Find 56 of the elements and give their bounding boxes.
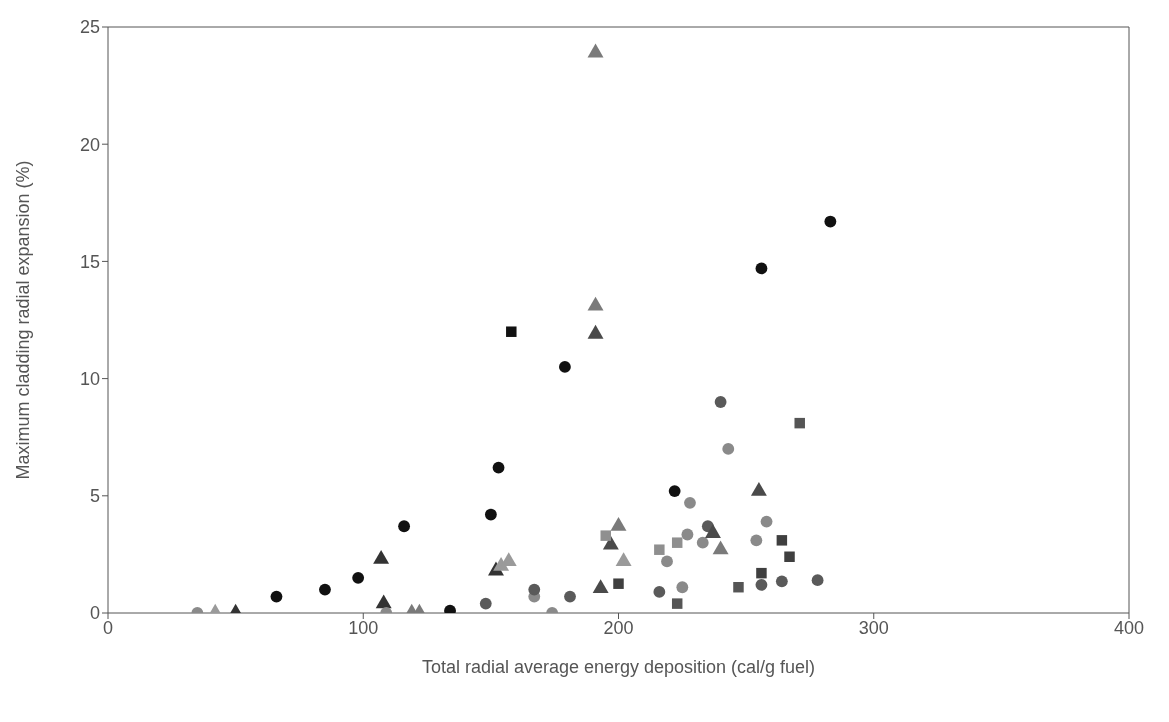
x-tick-label: 100 <box>348 617 379 638</box>
point <box>760 515 773 528</box>
point <box>484 508 497 521</box>
x-tick-label: 0 <box>102 617 114 638</box>
point <box>653 586 666 598</box>
y-tick-label: 20 <box>79 134 100 155</box>
point <box>714 396 727 408</box>
x-tick-label: 300 <box>858 617 889 638</box>
point <box>824 215 837 228</box>
point <box>600 530 611 541</box>
point <box>722 443 735 455</box>
point <box>492 461 505 474</box>
point <box>398 520 411 533</box>
x-tick-label: 400 <box>1113 617 1145 638</box>
point <box>506 326 517 337</box>
point <box>615 552 632 567</box>
point <box>352 571 365 584</box>
point <box>479 597 492 610</box>
point <box>661 555 673 568</box>
point <box>811 574 824 587</box>
point <box>755 262 768 275</box>
point <box>558 360 571 373</box>
point <box>270 590 283 603</box>
point <box>592 579 609 593</box>
y-tick-label: 10 <box>79 368 100 389</box>
point <box>775 575 788 588</box>
point <box>776 535 788 546</box>
y-axis-title: Maximum cladding radial expansion (%) <box>13 160 34 480</box>
point <box>610 517 627 531</box>
x-tick-label: 200 <box>603 617 634 638</box>
point <box>668 485 681 498</box>
point <box>756 567 767 579</box>
y-tick-label: 5 <box>89 486 100 507</box>
point <box>676 581 689 594</box>
point <box>712 540 729 555</box>
point <box>564 590 576 603</box>
point <box>696 536 709 549</box>
point <box>755 578 768 591</box>
point <box>671 598 683 609</box>
point <box>528 583 541 596</box>
point <box>750 534 763 547</box>
y-tick-label: 15 <box>79 251 100 272</box>
point <box>375 594 392 609</box>
point <box>684 496 696 509</box>
point <box>733 581 744 593</box>
y-tick-label: 25 <box>79 17 100 38</box>
point <box>654 544 665 555</box>
point <box>671 537 683 548</box>
point <box>704 524 721 538</box>
point <box>784 551 795 562</box>
point <box>794 417 805 429</box>
point <box>319 583 331 596</box>
point <box>681 528 694 541</box>
y-tick-label: 0 <box>89 603 100 624</box>
point <box>613 578 624 589</box>
x-axis-title: Total radial average energy deposition (cal/g fuel) <box>421 657 816 677</box>
